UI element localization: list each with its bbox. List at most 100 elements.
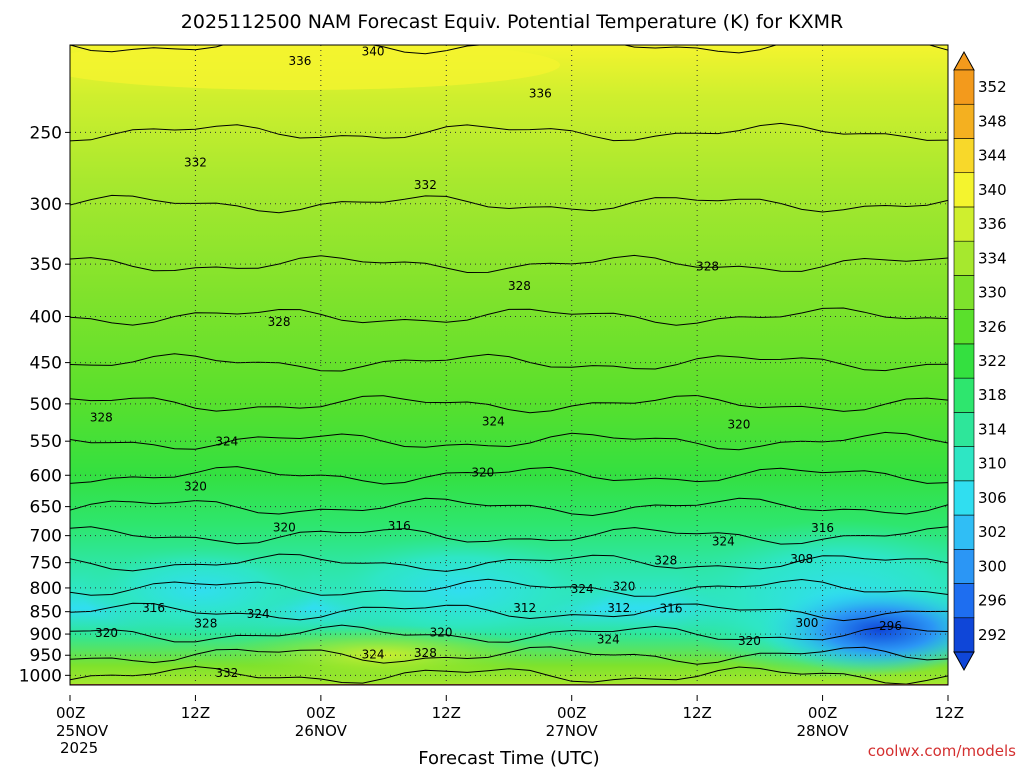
svg-text:320: 320 bbox=[95, 626, 118, 640]
svg-text:320: 320 bbox=[273, 521, 296, 535]
svg-text:316: 316 bbox=[811, 521, 834, 535]
svg-text:296: 296 bbox=[879, 619, 902, 633]
isoline-328-400 bbox=[70, 307, 948, 326]
contour-label-316-15: 316 bbox=[388, 519, 411, 533]
contour-label-340-0: 340 bbox=[362, 45, 385, 59]
isoline-334-250 bbox=[70, 122, 948, 142]
svg-text:328: 328 bbox=[194, 617, 217, 631]
isoline-328-1000 bbox=[70, 665, 948, 685]
contour-label-328-24: 328 bbox=[194, 617, 217, 631]
isoline-324-950 bbox=[70, 646, 948, 665]
colorbar-swatch-330 bbox=[953, 275, 975, 310]
colorbar-label-302: 302 bbox=[978, 523, 1007, 541]
gridlines bbox=[70, 45, 948, 685]
x-tick-date-0: 25NOV bbox=[56, 722, 109, 740]
x-tick-date-24: 26NOV bbox=[295, 722, 348, 740]
cool-pool-25nov bbox=[80, 545, 320, 635]
isoline-323-550 bbox=[70, 431, 948, 451]
colorbar-swatch-302 bbox=[953, 514, 975, 550]
contour-label-296-31: 296 bbox=[879, 619, 902, 633]
svg-text:324: 324 bbox=[215, 435, 238, 449]
svg-text:324: 324 bbox=[362, 647, 385, 661]
contour-label-316-22: 316 bbox=[142, 601, 165, 615]
y-tick-label-800: 800 bbox=[30, 579, 62, 599]
colorbar-swatch-326 bbox=[953, 309, 975, 345]
contour-label-320-25: 320 bbox=[95, 626, 118, 640]
isoline-326-450 bbox=[70, 353, 948, 372]
contour-label-328-6: 328 bbox=[268, 315, 291, 329]
contour-label-316-28: 316 bbox=[660, 602, 683, 616]
contour-lines bbox=[70, 45, 948, 685]
x-tick-date-48: 27NOV bbox=[546, 722, 599, 740]
x-tick-label-60: 12Z bbox=[682, 704, 711, 722]
svg-text:320: 320 bbox=[430, 625, 453, 639]
isoline-319-900 bbox=[70, 624, 948, 643]
isoline-340-200 bbox=[70, 45, 948, 55]
contour-label-312-26: 312 bbox=[513, 601, 536, 615]
x-tick-year-0: 2025 bbox=[60, 739, 98, 757]
x-tick-label-0: 00Z bbox=[56, 704, 85, 722]
colorbar-label-336: 336 bbox=[978, 215, 1007, 233]
svg-text:332: 332 bbox=[184, 155, 207, 169]
contour-label-324-20: 324 bbox=[571, 582, 594, 596]
contour-label-324-10: 324 bbox=[482, 414, 505, 428]
x-tick-label-36: 12Z bbox=[432, 704, 461, 722]
svg-text:324: 324 bbox=[482, 414, 505, 428]
svg-text:320: 320 bbox=[471, 465, 494, 479]
colorbar-label-326: 326 bbox=[978, 318, 1007, 336]
colorbar-label-330: 330 bbox=[978, 284, 1007, 302]
y-tick-label-450: 450 bbox=[30, 354, 62, 374]
isoline-331-300 bbox=[70, 194, 948, 214]
colorbar-label-310: 310 bbox=[978, 455, 1007, 473]
contour-label-320-21: 320 bbox=[613, 579, 636, 593]
colorbar-label-306: 306 bbox=[978, 489, 1007, 507]
colorbar-swatch-334 bbox=[953, 240, 975, 276]
x-tick-label-24: 00Z bbox=[306, 704, 335, 722]
svg-text:324: 324 bbox=[597, 633, 620, 647]
colorbar-swatch-352 bbox=[953, 69, 975, 105]
svg-text:332: 332 bbox=[414, 178, 437, 192]
contour-label-312-27: 312 bbox=[607, 601, 630, 615]
svg-text:316: 316 bbox=[142, 601, 165, 615]
contour-label-332-3: 332 bbox=[184, 155, 207, 169]
isoline-330-350 bbox=[70, 254, 948, 274]
colorbar-swatch-318 bbox=[953, 377, 975, 413]
contour-label-320-32: 320 bbox=[738, 634, 761, 648]
svg-text:328: 328 bbox=[414, 646, 437, 660]
y-axis-ticks: 2503003504004505005506006507007508008509… bbox=[19, 123, 70, 686]
y-tick-label-300: 300 bbox=[30, 195, 62, 215]
colorbar-swatch-340 bbox=[953, 172, 975, 208]
x-tick-date-72: 28NOV bbox=[797, 722, 850, 740]
x-axis-label: Forecast Time (UTC) bbox=[418, 748, 599, 768]
upper-warm-band bbox=[70, 45, 560, 90]
colorbar-label-296: 296 bbox=[978, 592, 1007, 610]
y-tick-label-900: 900 bbox=[30, 625, 62, 645]
colorbar: 292 296 300 302 306 310 314 318 322 326 330 334 336 3… bbox=[953, 50, 1007, 672]
colorbar-label-318: 318 bbox=[978, 386, 1007, 404]
colorbar-top-arrow bbox=[953, 50, 975, 71]
contour-label-324-23: 324 bbox=[247, 607, 270, 621]
svg-text:300: 300 bbox=[795, 616, 818, 630]
contour-label-316-16: 316 bbox=[811, 521, 834, 535]
isoline-316-700 bbox=[70, 526, 948, 545]
svg-text:320: 320 bbox=[727, 417, 750, 431]
cold-core-28nov bbox=[760, 585, 948, 675]
svg-text:328: 328 bbox=[508, 279, 531, 293]
isoline-312-800 bbox=[70, 578, 948, 597]
plot-frame bbox=[69, 44, 949, 686]
x-tick-label-48: 00Z bbox=[557, 704, 586, 722]
contour-label-332-4: 332 bbox=[414, 178, 437, 192]
y-tick-label-350: 350 bbox=[30, 255, 62, 275]
contour-label-328-19: 328 bbox=[654, 554, 677, 568]
contour-label-320-14: 320 bbox=[273, 521, 296, 535]
contour-label-328-8: 328 bbox=[90, 411, 113, 425]
colorbar-label-352: 352 bbox=[978, 78, 1007, 96]
colorbar-swatch-314 bbox=[953, 412, 975, 447]
y-tick-label-500: 500 bbox=[30, 395, 62, 415]
svg-text:316: 316 bbox=[660, 602, 683, 616]
colorbar-label-344: 344 bbox=[978, 147, 1007, 165]
contour-label-336-1: 336 bbox=[288, 54, 311, 68]
svg-text:336: 336 bbox=[288, 54, 311, 68]
y-tick-label-400: 400 bbox=[30, 307, 62, 327]
